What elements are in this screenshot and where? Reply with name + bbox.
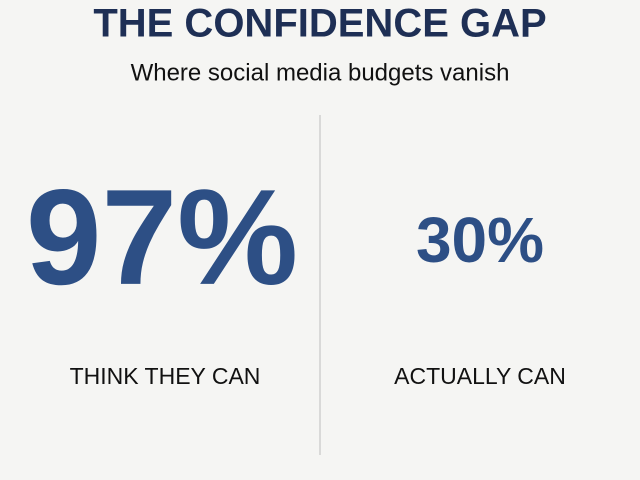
stat-value: 97%	[26, 161, 298, 313]
subtitle: Where social media budgets vanish	[131, 59, 510, 86]
stat-label: ACTUALLY CAN	[394, 363, 566, 389]
title: THE CONFIDENCE GAP	[93, 2, 546, 46]
stat-label: THINK THEY CAN	[70, 363, 261, 389]
stat-value: 30%	[416, 204, 544, 276]
